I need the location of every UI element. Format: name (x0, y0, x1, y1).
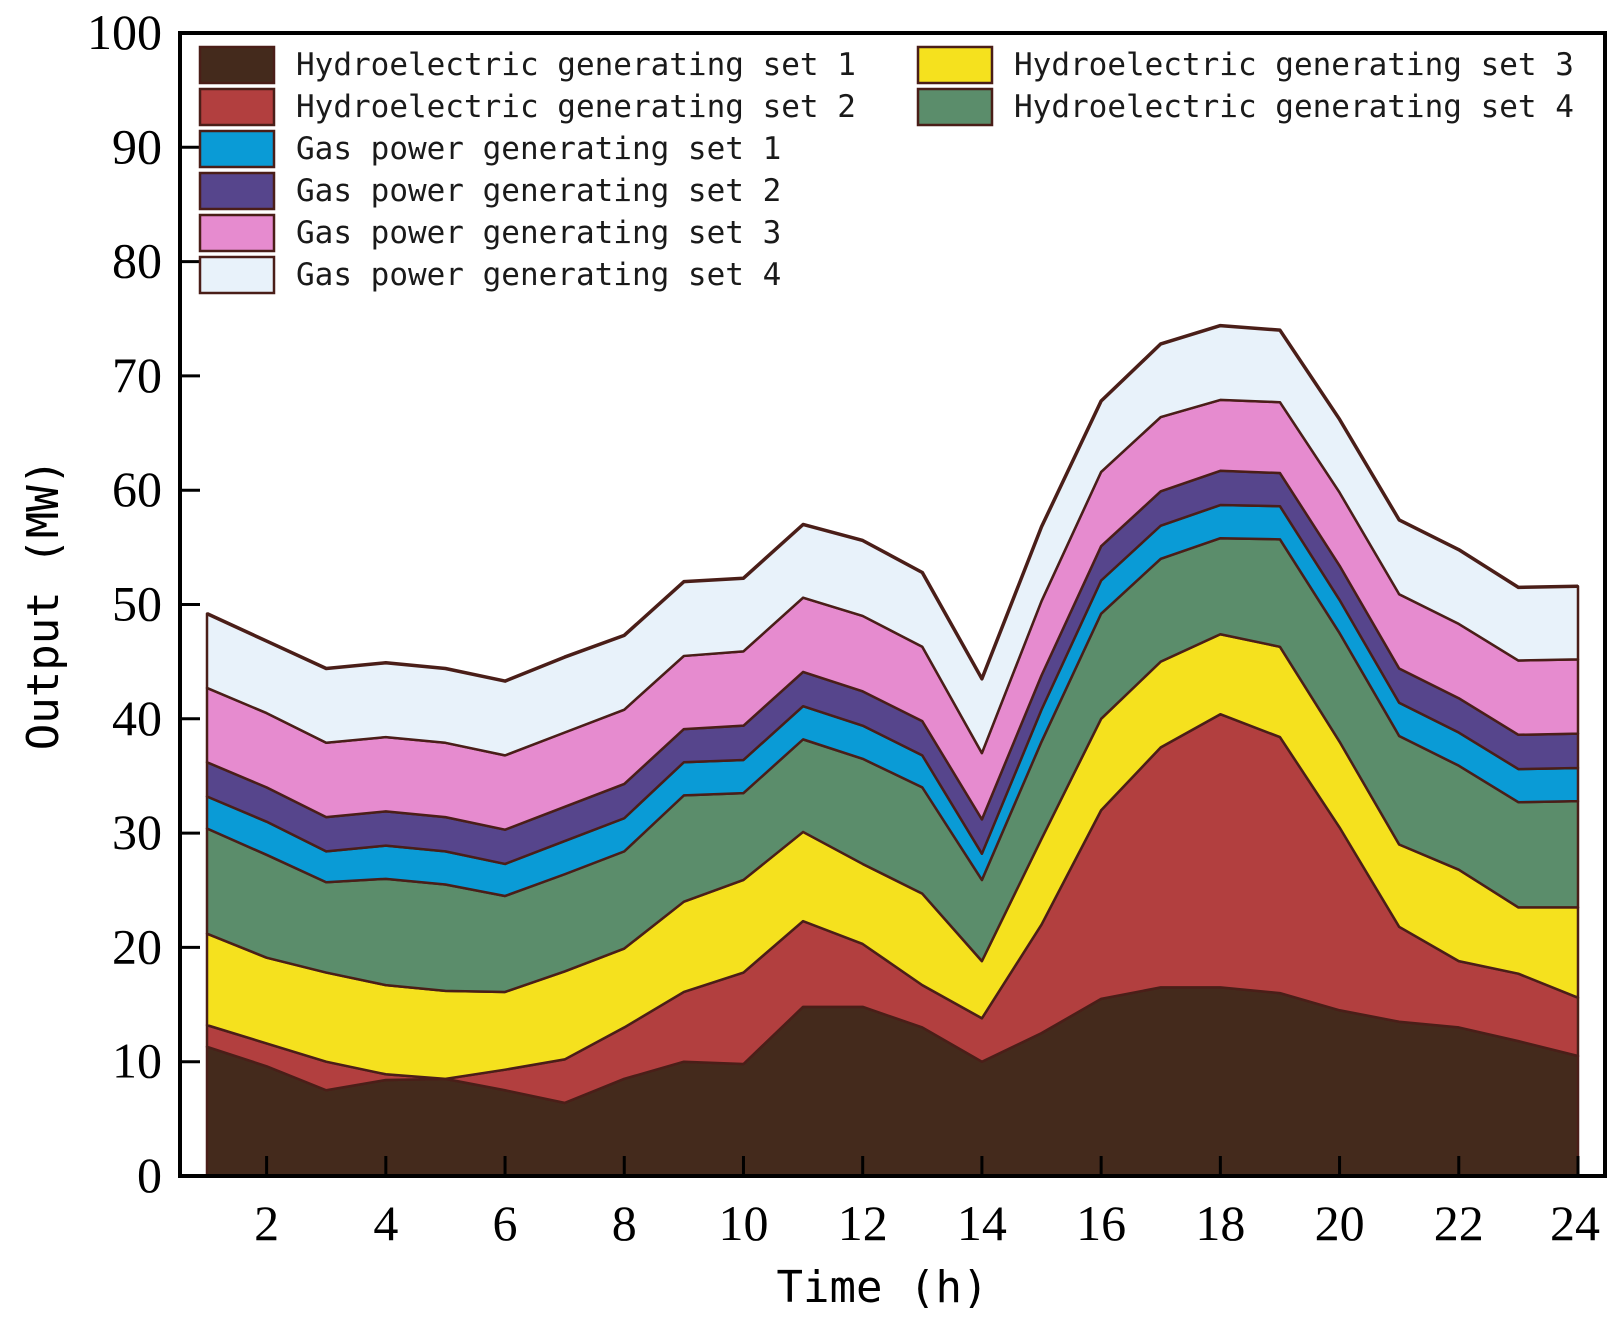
x-tick-label: 20 (1315, 1195, 1365, 1251)
legend-label: Hydroelectric generating set 3 (1014, 47, 1574, 83)
total-outline (206, 323, 1579, 683)
x-tick-label: 14 (957, 1195, 1007, 1251)
y-tick-label: 30 (112, 804, 162, 860)
x-tick-label: 24 (1550, 1195, 1600, 1251)
y-tick-label: 60 (112, 461, 162, 517)
x-axis-title: Time (h) (777, 1262, 989, 1313)
legend-label: Gas power generating set 2 (296, 173, 781, 209)
x-tick-label: 6 (493, 1195, 518, 1251)
y-axis-ticks: 0 10 20 30 40 50 60 70 80 90 100 (87, 4, 200, 1203)
legend-label: Hydroelectric generating set 2 (296, 89, 856, 125)
x-tick-label: 8 (612, 1195, 637, 1251)
y-tick-label: 50 (112, 576, 162, 632)
y-axis-title: Output (MW) (18, 459, 69, 750)
y-tick-label: 0 (137, 1147, 162, 1203)
x-tick-label: 12 (838, 1195, 888, 1251)
legend-label: Hydroelectric generating set 4 (1014, 89, 1574, 125)
area-layers (205, 323, 1580, 1178)
y-tick-label: 20 (112, 918, 162, 974)
x-tick-label: 22 (1434, 1195, 1484, 1251)
legend-label: Gas power generating set 3 (296, 215, 781, 251)
y-tick-label: 70 (112, 347, 162, 403)
legend-swatch (916, 87, 994, 127)
legend-label: Hydroelectric generating set 1 (296, 47, 856, 83)
x-axis-ticks: 2 4 6 8 10 12 14 16 18 20 22 24 (254, 1156, 1600, 1251)
y-tick-label: 100 (87, 4, 162, 60)
legend-swatch (198, 171, 276, 211)
legend-swatch (198, 87, 276, 127)
legend-swatch (198, 213, 276, 253)
x-tick-label: 18 (1195, 1195, 1245, 1251)
legend-label: Gas power generating set 4 (296, 257, 781, 293)
legend-swatch (198, 45, 276, 85)
legend: Hydroelectric generating set 1 Hydroelect… (198, 45, 1574, 295)
y-tick-label: 90 (112, 118, 162, 174)
y-tick-label: 40 (112, 690, 162, 746)
x-tick-label: 4 (373, 1195, 398, 1251)
legend-swatch (198, 255, 276, 295)
x-tick-label: 10 (718, 1195, 768, 1251)
legend-swatch (198, 129, 276, 169)
y-tick-label: 10 (112, 1033, 162, 1089)
legend-label: Gas power generating set 1 (296, 131, 781, 167)
x-tick-label: 2 (254, 1195, 279, 1251)
legend-swatch (916, 45, 994, 85)
y-tick-label: 80 (112, 233, 162, 289)
x-tick-label: 16 (1076, 1195, 1126, 1251)
